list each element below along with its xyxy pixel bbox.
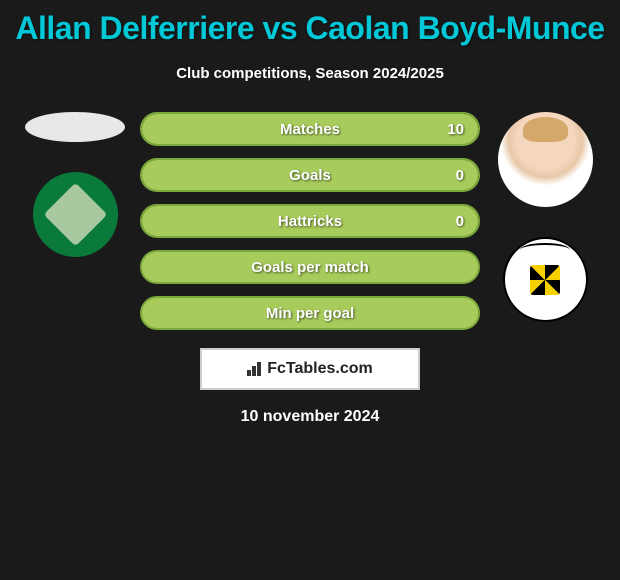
stat-bar-matches: Matches 10 [140, 112, 480, 146]
comparison-card: Allan Delferriere vs Caolan Boyd-Munce C… [0, 0, 620, 580]
stats-area: Matches 10 Goals 0 Hattricks 0 Goals per… [0, 112, 620, 330]
stat-label: Goals [289, 167, 331, 184]
stat-label: Matches [280, 121, 340, 138]
stat-bar-goals: Goals 0 [140, 158, 480, 192]
brand-text: FcTables.com [267, 360, 373, 378]
stat-bar-hattricks: Hattricks 0 [140, 204, 480, 238]
season-subtitle: Club competitions, Season 2024/2025 [0, 65, 620, 82]
stat-bar-goals-per-match: Goals per match [140, 250, 480, 284]
stat-label: Hattricks [278, 213, 342, 230]
club-badge-stmirren [503, 237, 588, 322]
page-title: Allan Delferriere vs Caolan Boyd-Munce [0, 0, 620, 47]
stat-bar-min-per-goal: Min per goal [140, 296, 480, 330]
stat-label: Goals per match [251, 259, 369, 276]
stat-value-right: 0 [456, 167, 464, 184]
stat-value-right: 0 [456, 213, 464, 230]
stat-bars: Matches 10 Goals 0 Hattricks 0 Goals per… [140, 112, 480, 330]
left-player-column [20, 112, 130, 257]
date-label: 10 november 2024 [0, 408, 620, 426]
club-badge-hibernian [33, 172, 118, 257]
stat-label: Min per goal [266, 305, 354, 322]
player-right-photo [498, 112, 593, 207]
right-player-column [490, 112, 600, 322]
stat-value-right: 10 [447, 121, 464, 138]
player-left-photo [25, 112, 125, 142]
brand-box: FcTables.com [200, 348, 420, 390]
chart-icon [247, 362, 265, 376]
